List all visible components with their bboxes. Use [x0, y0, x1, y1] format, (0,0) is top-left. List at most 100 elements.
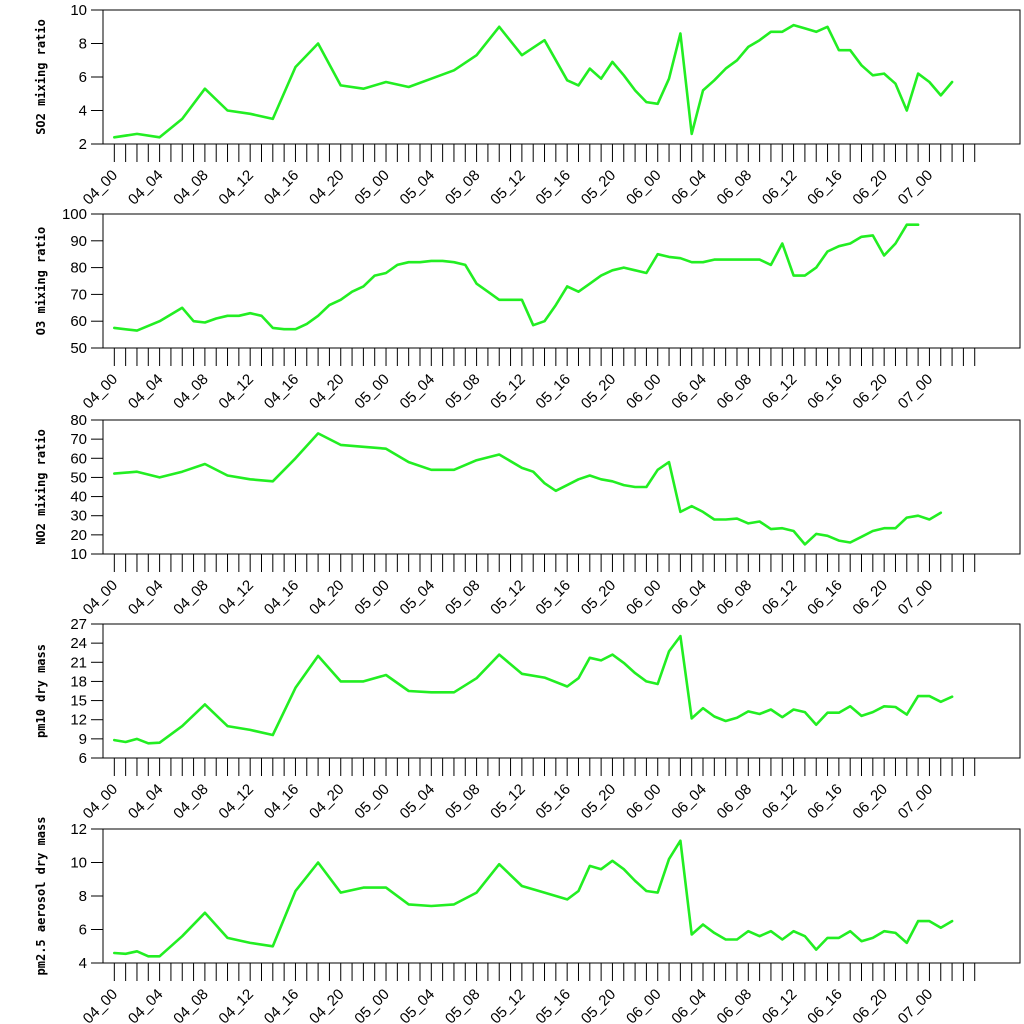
- y-tick-label: 10: [70, 855, 87, 872]
- x-tick-label: 06_20: [849, 781, 891, 823]
- x-tick-label: 06_04: [668, 781, 710, 823]
- y-tick-label: 4: [79, 103, 87, 120]
- x-tick-label: 06_16: [804, 986, 846, 1024]
- x-tick-label: 04_04: [125, 781, 167, 823]
- x-tick-label: 05_16: [532, 167, 574, 209]
- plot-frame: [102, 828, 1021, 964]
- x-tick-label: 06_16: [804, 781, 846, 823]
- x-tick-label: 05_12: [487, 371, 529, 413]
- x-tick-label: 04_00: [80, 986, 122, 1024]
- x-tick-label: 06_08: [714, 577, 756, 619]
- x-tick-label: 06_12: [759, 577, 801, 619]
- x-tick-label: 06_00: [623, 781, 665, 823]
- x-tick-label: 05_12: [487, 781, 529, 823]
- y-tick-label: 8: [79, 36, 87, 53]
- x-tick-label: 04_20: [306, 371, 348, 413]
- x-tick-label: 06_04: [668, 167, 710, 209]
- y-tick-label: 9: [79, 731, 87, 748]
- y-tick-label: 24: [70, 635, 87, 652]
- x-tick-label: 06_04: [668, 577, 710, 619]
- y-tick-label: 6: [79, 69, 87, 86]
- x-tick-label: 04_00: [80, 781, 122, 823]
- x-tick-label: 04_08: [170, 167, 212, 209]
- x-tick-label: 05_00: [351, 167, 393, 209]
- x-tick-label: 05_00: [351, 371, 393, 413]
- x-tick-label: 06_16: [804, 167, 846, 209]
- x-tick-label: 05_12: [487, 577, 529, 619]
- y-tick-label: 18: [70, 673, 87, 690]
- y-tick-label: 60: [70, 450, 87, 467]
- x-tick-label: 06_12: [759, 167, 801, 209]
- x-tick-label: 04_00: [80, 371, 122, 413]
- x-tick-label: 06_08: [714, 167, 756, 209]
- y-axis-label: O3 mixing ratio: [34, 227, 48, 335]
- y-tick-label: 4: [79, 955, 87, 972]
- x-tick-label: 05_16: [532, 781, 574, 823]
- y-tick-label: 80: [70, 260, 87, 277]
- x-tick-label: 05_08: [442, 167, 484, 209]
- x-tick-label: 06_12: [759, 781, 801, 823]
- y-tick-label: 50: [70, 340, 87, 357]
- y-tick-label: 6: [79, 750, 87, 767]
- y-tick-label: 70: [70, 431, 87, 448]
- x-tick-label: 06_08: [714, 986, 756, 1024]
- x-tick-label: 04_20: [306, 577, 348, 619]
- x-tick-label: 05_16: [532, 577, 574, 619]
- series-line: [113, 223, 920, 332]
- x-tick-label: 04_12: [215, 371, 257, 413]
- plot-frame: [102, 213, 1021, 349]
- x-tick-label: 06_08: [714, 371, 756, 413]
- x-tick-label: 06_00: [623, 577, 665, 619]
- y-axis-label: SO2 mixing ratio: [34, 19, 48, 135]
- y-tick-label: 21: [70, 654, 87, 671]
- x-tick-label: 04_20: [306, 167, 348, 209]
- y-tick-label: 90: [70, 233, 87, 250]
- x-tick-label: 04_08: [170, 371, 212, 413]
- x-tick-label: 05_20: [578, 371, 620, 413]
- x-tick-label: 07_00: [895, 577, 937, 619]
- x-tick-label: 05_04: [397, 781, 439, 823]
- x-tick-label: 05_20: [578, 577, 620, 619]
- y-tick-label: 30: [70, 508, 87, 525]
- y-tick-label: 80: [70, 412, 87, 429]
- x-tick-label: 06_04: [668, 371, 710, 413]
- x-tick-label: 04_16: [261, 986, 303, 1024]
- x-tick-label: 07_00: [895, 781, 937, 823]
- y-tick-label: 10: [70, 546, 87, 563]
- x-tick-label: 04_08: [170, 986, 212, 1024]
- x-tick-label: 05_04: [397, 371, 439, 413]
- x-tick-label: 04_16: [261, 577, 303, 619]
- y-tick-label: 8: [79, 888, 87, 905]
- y-tick-label: 40: [70, 489, 87, 506]
- x-tick-label: 04_12: [215, 781, 257, 823]
- x-tick-label: 05_08: [442, 781, 484, 823]
- x-tick-label: 04_04: [125, 986, 167, 1024]
- x-tick-label: 05_00: [351, 577, 393, 619]
- x-tick-label: 05_04: [397, 167, 439, 209]
- y-tick-label: 15: [70, 693, 87, 710]
- plot-frame: [102, 419, 1021, 555]
- x-tick-label: 06_20: [849, 577, 891, 619]
- x-tick-label: 04_08: [170, 781, 212, 823]
- y-axis-label: NO2 mixing ratio: [34, 429, 48, 545]
- x-tick-label: 07_00: [895, 371, 937, 413]
- x-tick-label: 04_12: [215, 986, 257, 1024]
- x-tick-label: 05_00: [351, 781, 393, 823]
- x-tick-label: 06_04: [668, 986, 710, 1024]
- x-tick-label: 05_08: [442, 577, 484, 619]
- x-tick-label: 07_00: [895, 167, 937, 209]
- x-tick-label: 06_00: [623, 371, 665, 413]
- y-tick-label: 100: [62, 206, 87, 223]
- x-tick-label: 05_08: [442, 986, 484, 1024]
- y-tick-label: 50: [70, 469, 87, 486]
- y-tick-label: 2: [79, 136, 87, 153]
- x-tick-label: 05_20: [578, 781, 620, 823]
- x-tick-label: 06_16: [804, 371, 846, 413]
- x-tick-label: 04_12: [215, 577, 257, 619]
